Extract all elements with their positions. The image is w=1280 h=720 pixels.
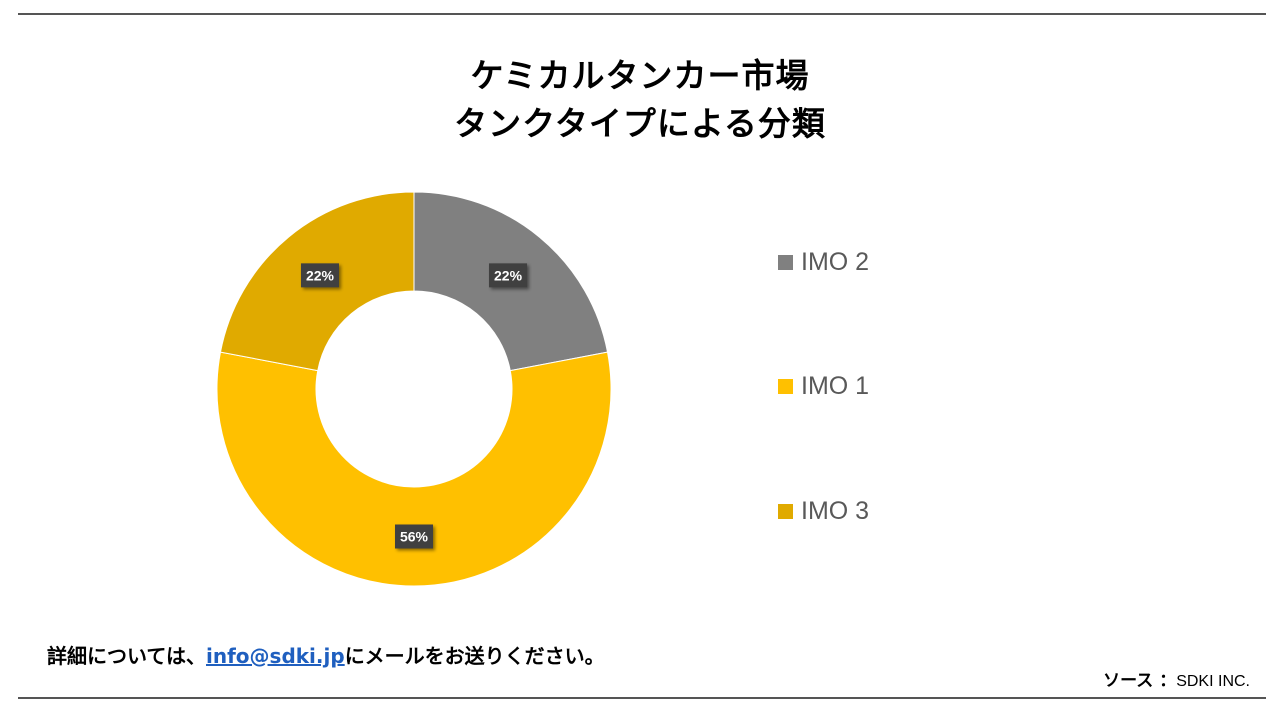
legend-label-imo3: IMO 3 — [801, 497, 870, 525]
data-label-imo2: 22% — [489, 263, 528, 288]
data-label-text-imo2: 22% — [494, 267, 523, 283]
contact-note: 詳細については、info@sdki.jpにメールをお送りください。 — [47, 640, 605, 669]
contact-note-prefix: 詳細については、 — [47, 644, 206, 668]
bottom-divider — [18, 697, 1266, 699]
legend-swatch-imo3 — [778, 504, 793, 519]
data-label-text-imo1: 56% — [400, 529, 429, 545]
data-label-imo3: 22% — [300, 263, 339, 288]
source-value: SDKI INC. — [1176, 673, 1250, 690]
chart-title-line2: タンクタイプによる分類 — [454, 104, 826, 143]
legend-label-imo2: IMO 2 — [801, 248, 870, 276]
legend-item-imo2: IMO 2 — [778, 248, 869, 277]
data-label-box-imo3 — [300, 263, 339, 288]
legend-swatch-imo2 — [778, 255, 793, 270]
contact-email-link[interactable]: info@sdki.jp — [206, 644, 345, 668]
chart-title: ケミカルタンカー市場 タンクタイプによる分類 — [0, 52, 1280, 148]
source-credit: ソース ：SDKI INC. — [1103, 666, 1250, 691]
legend-item-imo3: IMO 3 — [778, 497, 869, 526]
donut-slice-imo1 — [216, 351, 612, 587]
legend-label-imo1: IMO 1 — [801, 372, 870, 400]
source-label: ソース ： — [1103, 671, 1177, 691]
data-label-box-imo1 — [395, 524, 433, 549]
top-divider — [18, 13, 1266, 15]
legend-item-imo1: IMO 1 — [778, 372, 869, 401]
legend-swatch-imo1 — [778, 379, 793, 394]
data-label-text-imo3: 22% — [306, 267, 335, 283]
chart-title-line1: ケミカルタンカー市場 — [470, 56, 810, 95]
contact-note-suffix: にメールをお送りください。 — [344, 644, 605, 668]
data-label-box-imo2 — [489, 263, 528, 288]
data-label-imo1: 56% — [395, 524, 433, 549]
